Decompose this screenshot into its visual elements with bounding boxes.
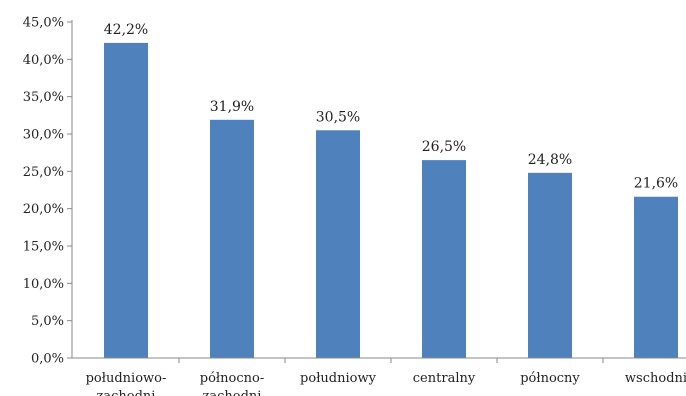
y-tick-label: 35,0% xyxy=(23,90,64,105)
bar xyxy=(316,130,360,358)
x-axis: południowo-zachodnipółnocno-zachodnipołu… xyxy=(72,357,686,396)
bar xyxy=(104,42,148,358)
data-label: 30,5% xyxy=(316,109,360,125)
x-category-label-line: południowo- xyxy=(86,371,167,386)
y-tick-label: 15,0% xyxy=(23,240,64,255)
y-axis: 0,0% 5,0% 10,0% 15,0% 20,0% 25,0% 30,0% 35,0% 40… xyxy=(23,16,73,367)
y-tick-label: 45,0% xyxy=(23,16,64,31)
x-category-label-line: zachodni xyxy=(203,389,262,396)
y-tick-label: 10,0% xyxy=(23,277,64,292)
data-labels: 42,2% 31,9% 30,5% 26,5% 24,8% 21,6% xyxy=(104,22,678,192)
x-category-label: północny xyxy=(520,371,580,386)
bar xyxy=(210,119,254,359)
data-label: 21,6% xyxy=(634,176,678,192)
x-category-label-line: północno- xyxy=(200,371,264,386)
y-tick-label: 40,0% xyxy=(23,53,64,68)
data-label: 42,2% xyxy=(104,22,148,38)
bar xyxy=(634,196,678,358)
x-category-label: południowo-zachodni xyxy=(86,371,167,396)
x-category-label: centralny xyxy=(413,371,476,386)
bar xyxy=(422,160,466,358)
data-label: 31,9% xyxy=(210,99,254,115)
data-label: 24,8% xyxy=(528,152,572,168)
y-tick-label: 5,0% xyxy=(31,314,64,329)
y-tick-label: 30,0% xyxy=(23,128,64,143)
bar xyxy=(528,172,572,358)
bars xyxy=(104,42,678,359)
y-tick-label: 0,0% xyxy=(31,352,64,367)
data-label: 26,5% xyxy=(422,139,466,155)
x-category-label: wschodni xyxy=(625,371,686,386)
y-tick-label: 20,0% xyxy=(23,202,64,217)
x-category-label-line: zachodni xyxy=(97,389,156,396)
y-tick-label: 25,0% xyxy=(23,165,64,180)
x-category-label: północno-zachodni xyxy=(200,371,264,396)
x-category-label: południowy xyxy=(300,371,377,386)
